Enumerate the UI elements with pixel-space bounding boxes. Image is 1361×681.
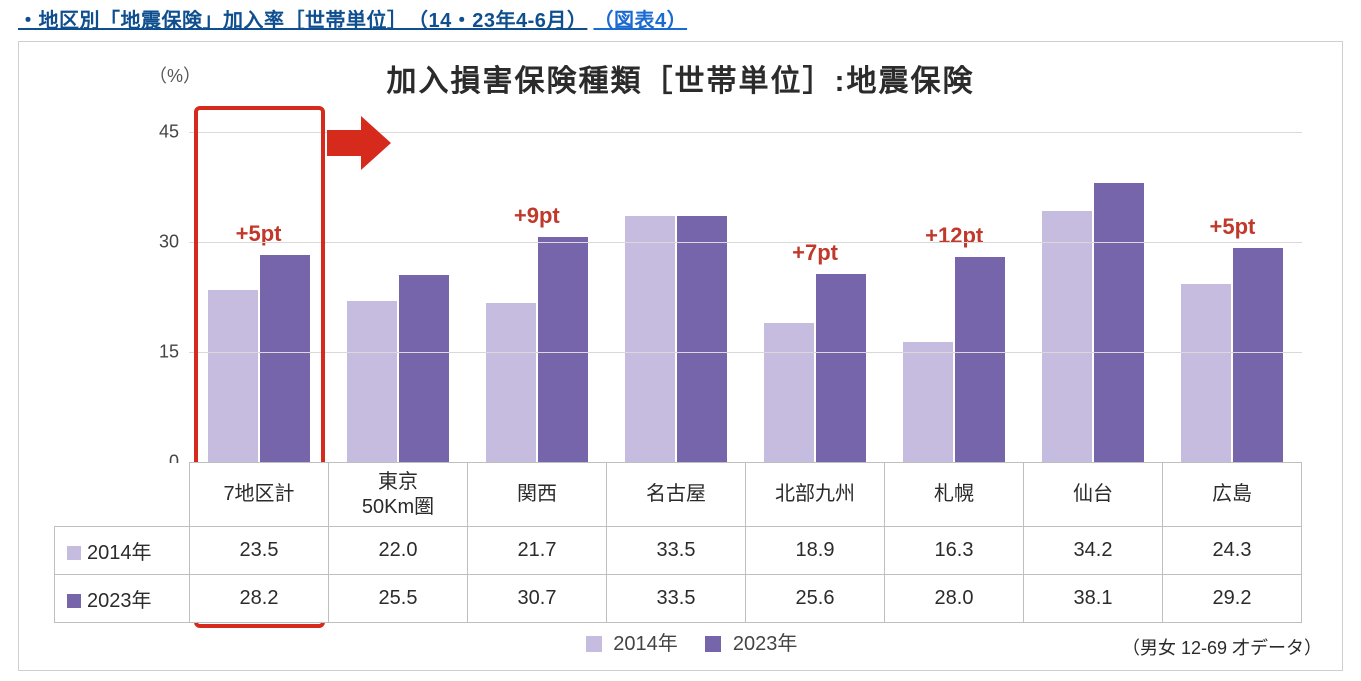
heading-figure-link[interactable]: （図表4） xyxy=(593,10,687,32)
bar-group-sapporo: +12pt xyxy=(885,132,1024,462)
cell-v2023-tokyo: 25.5 xyxy=(329,575,468,623)
cell-v2023-total: 28.2 xyxy=(190,575,329,623)
gridline xyxy=(189,242,1302,243)
bar-group-tokyo xyxy=(328,132,467,462)
bar-2014 xyxy=(903,342,953,462)
bar-group-total: +5pt xyxy=(189,132,328,462)
chart-card: （%） 加入損害保険種類［世帯単位］:地震保険 +5pt+9pt+7pt+12p… xyxy=(18,41,1343,671)
cell-v2014-sendai: 34.2 xyxy=(1024,527,1163,575)
delta-label: +12pt xyxy=(925,223,983,249)
plot-area: +5pt+9pt+7pt+12pt+5pt 0153045 xyxy=(189,132,1302,462)
chart-footnote: （男女 12-69 才データ） xyxy=(1122,634,1322,660)
cell-v2023-kyushu: 25.6 xyxy=(746,575,885,623)
y-tick-label: 15 xyxy=(139,342,179,363)
gridline xyxy=(189,352,1302,353)
category-header-nagoya: 名古屋 xyxy=(607,463,746,527)
legend-swatch-2014 xyxy=(586,636,602,652)
bar-2023 xyxy=(538,237,588,462)
bar-group-sendai xyxy=(1024,132,1163,462)
bar-2023 xyxy=(260,255,310,462)
bar-2023 xyxy=(677,216,727,462)
bar-2014 xyxy=(625,216,675,462)
cell-v2014-kyushu: 18.9 xyxy=(746,527,885,575)
y-tick-label: 45 xyxy=(139,122,179,143)
chart-title: 加入損害保険種類［世帯単位］:地震保険 xyxy=(19,56,1342,100)
y-tick-label: 30 xyxy=(139,232,179,253)
delta-label: +9pt xyxy=(514,203,560,229)
bar-2023 xyxy=(1094,183,1144,462)
legend-label-2014: 2014年 xyxy=(613,633,678,655)
bar-2014 xyxy=(486,303,536,462)
bar-2014 xyxy=(208,290,258,462)
heading-main: ・地区別「地震保険」加入率［世帯単位］ （14・23年4-6月） xyxy=(18,10,587,32)
bar-2023 xyxy=(816,274,866,462)
data-table: 7地区計東京50Km圏関西名古屋北部九州札幌仙台広島2014年23.522.02… xyxy=(54,462,1302,623)
rowhead-swatch xyxy=(67,546,81,560)
bar-group-hiroshima: +5pt xyxy=(1163,132,1302,462)
cell-v2014-kansai: 21.7 xyxy=(468,527,607,575)
cell-v2023-kansai: 30.7 xyxy=(468,575,607,623)
bar-group-kyushu: +7pt xyxy=(746,132,885,462)
page-heading: ・地区別「地震保険」加入率［世帯単位］ （14・23年4-6月） （図表4） xyxy=(18,4,1343,33)
bar-group-kansai: +9pt xyxy=(467,132,606,462)
bar-2014 xyxy=(1042,211,1092,462)
category-header-kansai: 関西 xyxy=(468,463,607,527)
category-header-total: 7地区計 xyxy=(190,463,329,527)
rowhead-v2023: 2023年 xyxy=(55,575,190,623)
legend-swatch-2023 xyxy=(705,636,721,652)
cell-v2014-tokyo: 22.0 xyxy=(329,527,468,575)
delta-label: +5pt xyxy=(236,221,282,247)
category-header-kyushu: 北部九州 xyxy=(746,463,885,527)
bar-columns: +5pt +9pt +7pt +12pt +5pt xyxy=(189,132,1302,462)
bar-2023 xyxy=(955,257,1005,462)
bar-2023 xyxy=(1233,248,1283,462)
cell-v2023-hiroshima: 29.2 xyxy=(1163,575,1302,623)
legend-label-2023: 2023年 xyxy=(733,633,798,655)
delta-label: +7pt xyxy=(792,240,838,266)
cell-v2014-nagoya: 33.5 xyxy=(607,527,746,575)
cell-v2014-sapporo: 16.3 xyxy=(885,527,1024,575)
cell-v2023-sapporo: 28.0 xyxy=(885,575,1024,623)
cell-v2014-hiroshima: 24.3 xyxy=(1163,527,1302,575)
category-header-sapporo: 札幌 xyxy=(885,463,1024,527)
cell-v2014-total: 23.5 xyxy=(190,527,329,575)
cell-v2023-nagoya: 33.5 xyxy=(607,575,746,623)
category-header-sendai: 仙台 xyxy=(1024,463,1163,527)
category-header-hiroshima: 広島 xyxy=(1163,463,1302,527)
category-header-tokyo: 東京50Km圏 xyxy=(329,463,468,527)
bar-2023 xyxy=(399,275,449,462)
rowhead-swatch xyxy=(67,594,81,608)
bar-2014 xyxy=(1181,284,1231,462)
delta-label: +5pt xyxy=(1210,214,1256,240)
gridline xyxy=(189,132,1302,133)
bar-2014 xyxy=(764,323,814,462)
bar-group-nagoya xyxy=(606,132,745,462)
rowhead-v2014: 2014年 xyxy=(55,527,190,575)
bar-2014 xyxy=(347,301,397,462)
cell-v2023-sendai: 38.1 xyxy=(1024,575,1163,623)
